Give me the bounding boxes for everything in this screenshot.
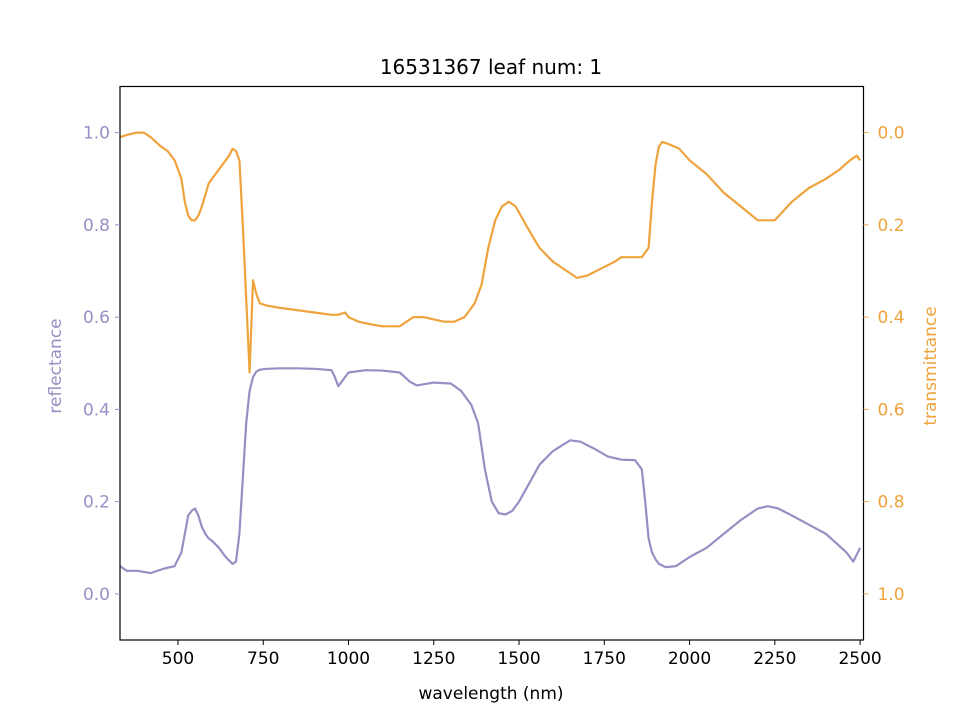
x-tick-label: 2250 (753, 649, 796, 669)
plot-frame (119, 85, 865, 641)
right-y-axis-label: transmittance (921, 306, 941, 425)
left-y-axis-label: reflectance (46, 318, 66, 413)
left-axis-ticks: 0.0 0.2 0.4 0.6 0.8 1.0 (83, 124, 120, 605)
right-tick-label: 0.6 (878, 400, 905, 420)
left-tick-label: 0.6 (83, 308, 110, 328)
x-tick-label: 2000 (668, 649, 711, 669)
right-tick-label: 0.2 (878, 216, 905, 236)
right-tick-label: 0.0 (878, 124, 905, 144)
series-line-transmittance (119, 131, 861, 374)
series-line-reflectance (119, 367, 862, 575)
right-tick-label: 0.4 (878, 308, 905, 328)
right-tick-label: 1.0 (878, 585, 905, 605)
x-tick-label: 1250 (412, 649, 455, 669)
x-tick-label: 1000 (327, 649, 370, 669)
x-tick-label: 500 (162, 649, 194, 669)
plot-lines (119, 131, 862, 575)
chart-title: 16531367 leaf num: 1 (380, 55, 602, 79)
left-tick-label: 0.8 (83, 216, 110, 236)
x-tick-label: 2500 (838, 649, 881, 669)
x-tick-label: 750 (247, 649, 279, 669)
right-axis-ticks: 0.0 0.2 0.4 0.6 0.8 1.0 (863, 124, 905, 605)
left-tick-label: 0.2 (83, 493, 110, 513)
x-tick-label: 1750 (583, 649, 626, 669)
x-tick-label: 1500 (497, 649, 540, 669)
left-tick-label: 0.4 (83, 400, 110, 420)
left-tick-label: 0.0 (83, 585, 110, 605)
x-axis-ticks: 500 750 1000 1250 1500 1750 2000 2250 2500 (162, 640, 882, 669)
left-tick-label: 1.0 (83, 124, 110, 144)
right-tick-label: 0.8 (878, 493, 905, 513)
x-axis-label: wavelength (nm) (418, 684, 563, 704)
